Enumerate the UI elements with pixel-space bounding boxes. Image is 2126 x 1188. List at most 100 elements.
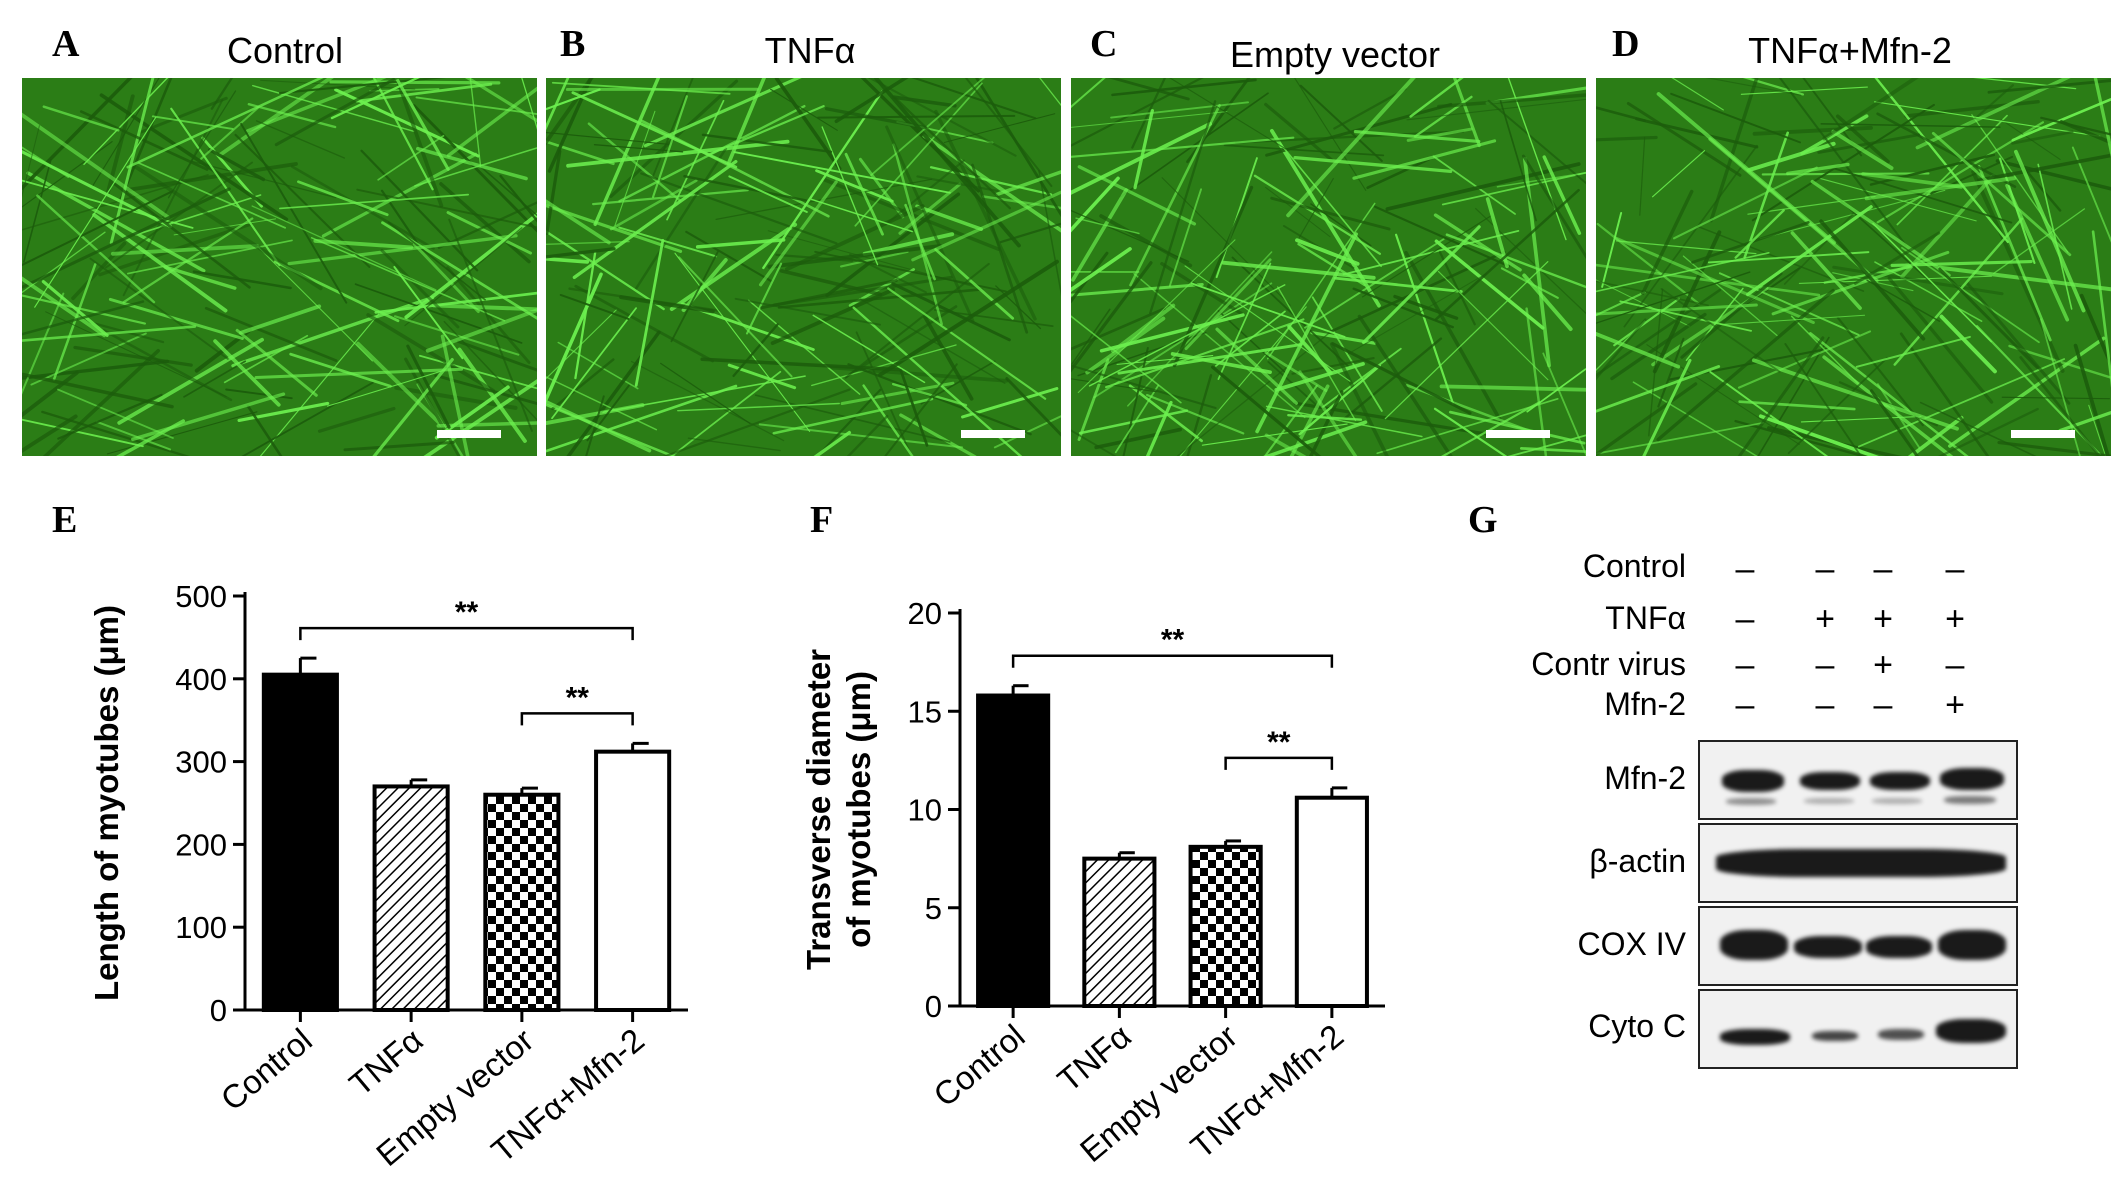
myotube-fiber <box>824 107 927 130</box>
myotube-fiber <box>1596 135 1658 142</box>
myotube-fiber <box>1071 364 1217 410</box>
myotube-fiber <box>279 193 470 210</box>
myotube-fiber <box>651 95 688 199</box>
bar <box>1188 844 1263 1008</box>
myotube-fiber <box>131 392 286 442</box>
myotube-fiber <box>1169 78 1287 150</box>
myotube-fiber <box>1266 202 1376 360</box>
myotube-fiber <box>845 305 958 378</box>
myotube-fiber <box>1596 318 1647 381</box>
myotube-fiber <box>1342 230 1520 276</box>
myotube-fiber <box>22 418 144 448</box>
myotube-fiber <box>885 159 965 226</box>
myotube-fiber <box>762 90 884 270</box>
micrograph-control <box>22 78 537 456</box>
myotube-fiber <box>274 78 400 147</box>
myotube-fiber <box>92 213 228 313</box>
bar <box>1082 856 1157 1008</box>
myotube-fiber <box>1900 174 1996 279</box>
myotube-fiber <box>1190 282 1346 338</box>
myotube-fiber <box>546 149 562 235</box>
myotube-fiber <box>777 288 981 309</box>
sign-mark: + <box>1945 686 1965 724</box>
myotube-fiber <box>1656 288 1835 442</box>
myotube-fiber <box>1651 150 1706 198</box>
myotube-fiber <box>770 88 838 131</box>
myotube-fiber <box>1758 414 1879 456</box>
myotube-fiber <box>225 388 293 400</box>
myotube-fiber <box>406 344 451 429</box>
myotube-fiber <box>811 344 957 387</box>
band <box>1716 849 2006 877</box>
myotube-fiber <box>356 341 447 430</box>
y-axis-label: Length of myotubes (μm) <box>88 605 125 1001</box>
significance-label: ** <box>455 596 479 629</box>
condition-label-mfn2: Mfn-2 <box>1604 686 1686 722</box>
myotube-fiber <box>1170 352 1272 375</box>
myotube-fiber <box>546 399 652 453</box>
bar <box>372 784 450 1012</box>
myotube-fiber <box>137 96 228 135</box>
myotube-fiber <box>1822 355 1954 456</box>
myotube-fiber <box>317 406 396 433</box>
condition-label-tnfa: TNFα <box>1605 600 1686 636</box>
myotube-fiber <box>480 166 537 217</box>
myotube-fiber <box>36 194 156 304</box>
blot-label-cox-iv: COX IV <box>1577 926 1686 962</box>
myotube-fiber <box>1809 332 1969 456</box>
myotube-fiber <box>213 339 281 407</box>
myotube-fiber <box>1507 434 1586 456</box>
myotube-fiber <box>894 97 1012 210</box>
myotube-fiber <box>1452 78 1481 148</box>
panel-letter-d: D <box>1612 23 1640 65</box>
myotube-fiber <box>772 397 934 435</box>
sign-mark: – <box>1873 550 1893 588</box>
myotube-fiber <box>812 314 926 384</box>
chart-transverse-diameter: 0 5 10 15 20 Transverse diameter of myotubes (… <box>800 596 1385 1169</box>
band <box>1800 772 1860 790</box>
myotube-fiber <box>670 370 782 456</box>
scale-bar <box>437 430 501 438</box>
myotube-fiber <box>995 285 1042 330</box>
myotube-fiber <box>1819 219 1926 341</box>
myotube-fiber <box>22 112 170 220</box>
myotube-fiber <box>707 105 825 156</box>
myotube-fiber <box>73 345 193 367</box>
myotube-fiber <box>2019 356 2102 456</box>
myotube-fiber <box>241 381 374 456</box>
myotube-fiber <box>1798 275 1992 284</box>
myotube-fiber <box>873 78 1021 248</box>
bar <box>594 749 672 1012</box>
myotube-fiber <box>1887 276 1994 404</box>
band <box>1804 798 1854 804</box>
myotube-fiber <box>1626 101 1742 177</box>
significance-bracket <box>299 626 634 641</box>
myotube-fiber <box>1184 258 1272 351</box>
condition-label-contr-virus: Contr virus <box>1531 646 1686 682</box>
myotube-fiber <box>1623 144 1758 328</box>
myotube-fiber <box>57 393 163 440</box>
myotube-fiber <box>1893 217 2024 366</box>
myotube-fiber <box>669 222 798 311</box>
myotube-fiber <box>1836 316 1924 427</box>
myotube-fiber <box>995 170 1061 197</box>
myotube-fiber <box>111 244 259 256</box>
myotube-fiber <box>1122 347 1149 456</box>
myotube-fiber <box>1876 383 1921 450</box>
chart-length-of-myotubes: 0 100 200 300 400 500 Length of myotubes (μm) C… <box>88 579 688 1173</box>
myotube-fiber <box>899 413 977 456</box>
myotube-fiber <box>571 91 738 169</box>
blot-strip-cox-iv <box>1698 906 2018 986</box>
myotube-fiber <box>630 360 785 442</box>
myotube-fiber <box>1596 421 1765 455</box>
myotube-fiber <box>1919 401 2037 456</box>
myotube-fiber <box>1111 303 1176 354</box>
myotube-fiber <box>1263 420 1368 456</box>
myotube-fiber <box>1434 188 1580 321</box>
myotube-fiber <box>1385 162 1581 211</box>
myotube-fiber <box>1111 78 1257 97</box>
myotube-fiber <box>89 257 229 360</box>
myotube-fiber <box>1071 282 1204 297</box>
myotube-fiber <box>1117 343 1303 375</box>
myotube-fiber <box>1291 357 1375 375</box>
